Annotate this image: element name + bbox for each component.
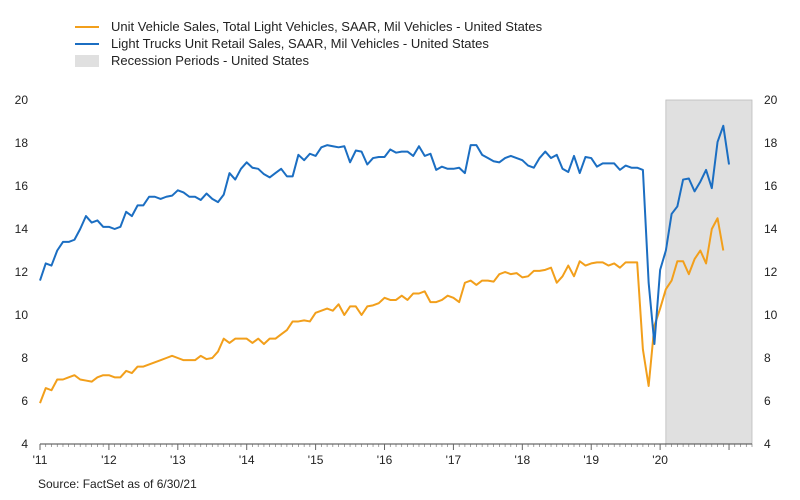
legend-label-2: Recession Periods - United States	[111, 53, 309, 68]
legend-label-1: Light Trucks Unit Retail Sales, SAAR, Mi…	[111, 36, 489, 51]
legend-swatch-recession	[75, 55, 99, 67]
y-tick-label-right: 10	[764, 308, 778, 322]
x-tick-label: '18	[515, 453, 531, 467]
series-line-total-light-vehicles	[39, 217, 725, 404]
y-tick-label-right: 16	[764, 179, 778, 193]
legend-label-0: Unit Vehicle Sales, Total Light Vehicles…	[111, 19, 543, 34]
x-tick-label: '13	[170, 453, 186, 467]
x-tick-label: '12	[101, 453, 117, 467]
y-tick-label-right: 4	[764, 437, 771, 451]
y-tick-label-left: 6	[21, 394, 28, 408]
series-layer	[39, 124, 731, 404]
recession-shading	[665, 99, 753, 445]
y-tick-label-right: 6	[764, 394, 771, 408]
x-tick-label: '14	[239, 453, 255, 467]
legend: Unit Vehicle Sales, Total Light Vehicles…	[75, 19, 543, 68]
x-tick-label: '19	[583, 453, 599, 467]
source-note: Source: FactSet as of 6/30/21	[38, 477, 197, 491]
y-tick-label-left: 18	[15, 136, 29, 150]
y-tick-label-right: 12	[764, 265, 778, 279]
y-tick-label-right: 20	[764, 93, 778, 107]
x-tick-label: '11	[33, 453, 48, 467]
x-tick-label: '16	[377, 453, 393, 467]
x-tick-label: '20	[652, 453, 668, 467]
recession-layer	[665, 99, 753, 445]
y-tick-label-left: 14	[15, 222, 29, 236]
x-tick-label: '17	[446, 453, 462, 467]
y-tick-label-left: 20	[15, 93, 29, 107]
y-tick-label-right: 14	[764, 222, 778, 236]
ticks-layer: 4 4 6 6 8 8 10 10 12 12 14 14 16 16 18 18 20 20 '11 '12 '13 '…	[15, 93, 778, 467]
y-tick-label-right: 8	[764, 351, 771, 365]
series-line-light-trucks	[39, 124, 731, 346]
y-tick-label-left: 10	[15, 308, 29, 322]
y-tick-label-left: 16	[15, 179, 29, 193]
y-tick-label-left: 8	[21, 351, 28, 365]
y-tick-label-left: 12	[15, 265, 29, 279]
y-tick-label-left: 4	[21, 437, 28, 451]
axes-layer	[39, 443, 753, 450]
x-tick-label: '15	[308, 453, 324, 467]
y-tick-label-right: 18	[764, 136, 778, 150]
